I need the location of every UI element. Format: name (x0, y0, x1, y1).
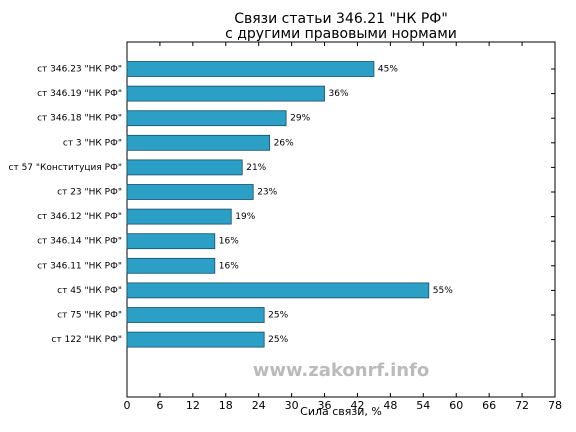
bar (126, 61, 375, 77)
x-tick-label: 72 (515, 399, 529, 412)
x-tick-label: 60 (449, 399, 463, 412)
value-label: 55% (433, 286, 453, 296)
value-label: 25% (268, 335, 288, 345)
y-tick-label: ст 346.18 "НК РФ" (37, 114, 122, 124)
y-tick-label: ст 346.23 "НК РФ" (37, 65, 122, 75)
bar (126, 85, 325, 102)
x-tick-label: 66 (482, 399, 496, 412)
chart-title: с другими правовыми нормами (225, 26, 457, 42)
value-label: 21% (246, 163, 266, 173)
bar (126, 159, 243, 176)
bar (126, 134, 271, 151)
y-tick-label: ст 346.14 "НК РФ" (37, 237, 122, 247)
y-tick-label: ст 122 "НК РФ" (51, 335, 122, 345)
y-tick-label: ст 75 "НК РФ" (57, 311, 122, 321)
bar (126, 307, 265, 323)
value-label: 29% (290, 114, 310, 124)
x-tick-label: 12 (186, 399, 200, 412)
bar (126, 282, 430, 299)
y-tick-label: ст 23 "НК РФ" (57, 188, 122, 198)
y-tick-label: ст 346.11 "НК РФ" (37, 261, 122, 271)
x-tick-label: 24 (252, 399, 266, 412)
y-tick-label: ст 346.19 "НК РФ" (37, 89, 122, 99)
watermark: www.zakonrf.info (253, 360, 430, 381)
y-tick-label: ст 57 "Конституция РФ" (9, 163, 122, 173)
value-label: 36% (329, 89, 349, 99)
x-tick-label: 30 (285, 399, 299, 412)
value-label: 25% (268, 311, 288, 321)
x-tick-label: 18 (219, 399, 233, 412)
y-tick-label: ст 3 "НК РФ" (63, 138, 122, 148)
x-tick-label: 36 (318, 399, 332, 412)
bar (126, 184, 254, 200)
x-tick-label: 6 (156, 399, 163, 412)
value-label: 19% (235, 212, 255, 222)
x-tick-label: 0 (124, 399, 131, 412)
x-tick-label: 78 (548, 399, 562, 412)
y-tick-label: ст 45 "НК РФ" (57, 286, 122, 296)
x-tick-label: 48 (383, 399, 397, 412)
bar (126, 233, 216, 250)
x-tick-label: 54 (416, 399, 430, 412)
x-axis-label: Сила связи, % (300, 405, 382, 418)
bar (126, 257, 216, 274)
y-tick-label: ст 346.12 "НК РФ" (37, 212, 122, 222)
bar (126, 110, 287, 127)
value-label: 16% (219, 237, 239, 247)
x-tick-label: 42 (350, 399, 364, 412)
bar (126, 331, 265, 348)
bar (126, 208, 232, 225)
value-label: 26% (274, 138, 294, 148)
value-label: 45% (378, 65, 398, 75)
value-label: 16% (219, 261, 239, 271)
value-label: 23% (257, 188, 277, 198)
chart-title: Связи статьи 346.21 "НК РФ" (234, 11, 448, 27)
